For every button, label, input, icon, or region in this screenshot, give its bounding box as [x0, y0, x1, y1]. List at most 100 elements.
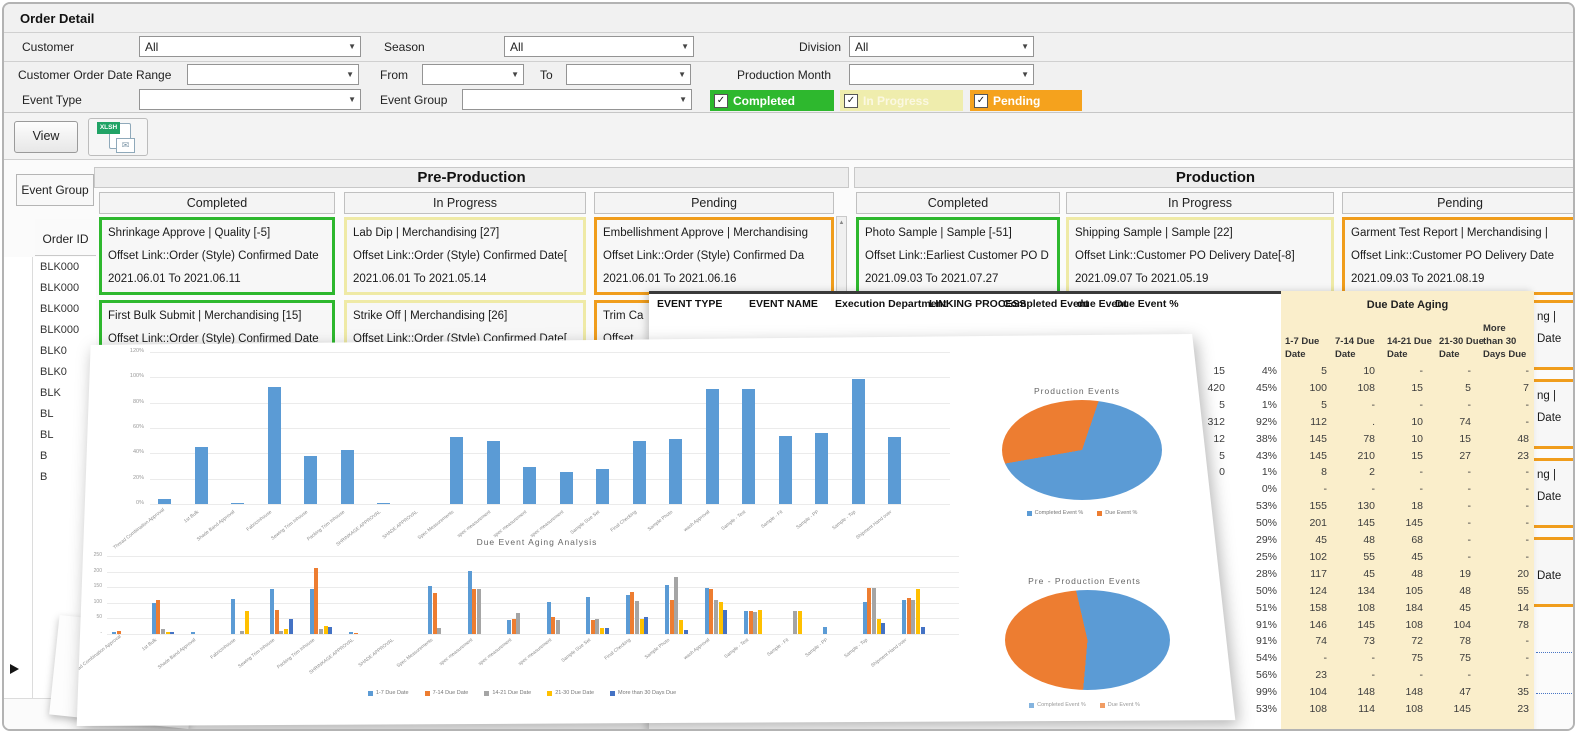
bar [151, 602, 156, 634]
filter-label-8: Event Group [380, 93, 448, 107]
filter-dropdown-7[interactable]: ▼ [139, 89, 361, 110]
aging-cell: 124 [1309, 584, 1327, 597]
legend-label: 1-7 Due Date [375, 690, 409, 696]
filter-dropdown-0[interactable]: All ▼ [139, 36, 361, 57]
bar [596, 468, 609, 504]
checkbox-checked-icon[interactable]: ✓ [714, 93, 728, 108]
event-group-tab[interactable]: Event Group [16, 174, 94, 206]
toolbar-section [4, 113, 1573, 160]
bar [377, 502, 390, 504]
table-column-header: EVENT NAME [749, 298, 818, 310]
aging-cell: - [1525, 534, 1530, 546]
aging-cell: 145 [1309, 449, 1327, 462]
order-row[interactable]: BLK000 [4, 299, 96, 321]
bar [432, 593, 437, 634]
y-axis-tick: 40% [132, 449, 144, 456]
aging-cell: 130 [1357, 500, 1375, 513]
event-card[interactable]: Lab Dip | Merchandising [27] Offset Link:… [344, 217, 586, 295]
due-event-pct-cell: 45% [1255, 381, 1277, 394]
legend-item: Completed Event % [1026, 510, 1083, 516]
aging-cell: 145 [1357, 517, 1375, 530]
order-id-column-header[interactable]: Order ID [35, 219, 96, 256]
filter-dropdown-1[interactable]: All ▼ [504, 36, 694, 57]
bar [450, 436, 463, 504]
chevron-down-icon[interactable]: ▼ [348, 42, 356, 51]
due-event-pct-cell: 0% [1261, 483, 1277, 496]
column-header-pending: Pending [594, 192, 834, 214]
order-row[interactable]: BLK000 [4, 257, 96, 279]
row-handle [4, 593, 33, 614]
bar [314, 568, 319, 634]
chevron-down-icon[interactable]: ▼ [346, 70, 354, 79]
chevron-down-icon[interactable]: ▼ [678, 70, 686, 79]
event-card[interactable]: Garment Test Report | Merchandising | Off… [1342, 217, 1573, 295]
chevron-down-icon[interactable]: ▼ [348, 95, 356, 104]
event-card-fragment: Date [1537, 412, 1562, 424]
due-event-pct-cell: 28% [1255, 567, 1277, 580]
order-row[interactable]: BLK000 [4, 278, 96, 300]
aging-chart-title: Due Event Aging Analysis [476, 537, 598, 547]
event-card-line: Photo Sample | Sample [-51] [865, 227, 1012, 239]
event-card-line: 2021.09.03 To 2021.08.19 [1351, 273, 1485, 285]
aging-cell: - [1525, 500, 1530, 513]
row-indicator-icon[interactable] [10, 664, 19, 674]
chevron-down-icon[interactable]: ▼ [511, 70, 519, 79]
chevron-down-icon[interactable]: ▼ [1021, 70, 1029, 79]
event-card[interactable]: Photo Sample | Sample [-51] Offset Link::… [856, 217, 1060, 295]
aging-cell: - [1467, 365, 1472, 377]
bar [353, 633, 358, 634]
column-header-completed: Completed [99, 192, 335, 214]
y-axis-tick: 200 [93, 567, 102, 574]
bar [669, 600, 674, 634]
view-button[interactable]: View [14, 121, 78, 153]
scroll-up-icon[interactable]: ▲ [838, 220, 845, 226]
bar [304, 455, 317, 504]
aging-cell: . [1372, 415, 1375, 428]
filter-dropdown-6[interactable]: ▼ [849, 64, 1034, 85]
event-card[interactable]: Embellishment Approve | Merchandising Off… [594, 217, 834, 295]
chevron-down-icon[interactable]: ▼ [681, 42, 689, 51]
event-card[interactable]: Shipping Sample | Sample [22] Offset Link… [1066, 217, 1334, 295]
aging-cell: 5 [1465, 381, 1471, 394]
bar [279, 630, 284, 634]
status-toggle-pending[interactable]: ✓ Pending [970, 90, 1082, 111]
event-card-line: Shrinkage Approve | Quality [-5] [108, 227, 271, 239]
gridline [150, 503, 950, 505]
due-event-pct-cell: 1% [1261, 398, 1277, 411]
order-row[interactable]: BLK000 [4, 320, 96, 342]
chevron-down-icon[interactable]: ▼ [679, 95, 687, 104]
export-excel-mail-button[interactable]: XLSH ✉ [88, 118, 148, 156]
event-card[interactable]: Shrinkage Approve | Quality [-5] Offset L… [99, 217, 335, 295]
filter-dropdown-8[interactable]: ▼ [462, 89, 692, 110]
order-id-cell: B [40, 450, 48, 462]
pie1-legend: Completed Event % Due Event % [977, 510, 1187, 516]
filter-dropdown-5[interactable]: ▼ [566, 64, 691, 85]
bar [742, 388, 755, 504]
aging-chart-legend: 1-7 Due Date 7-14 Due Date 14-21 Due Date 2… [192, 690, 852, 696]
filter-dropdown-3[interactable]: ▼ [187, 64, 359, 85]
status-toggle-in-progress[interactable]: ✓ In Progress [840, 90, 963, 111]
row-handle [4, 488, 33, 509]
legend-swatch [610, 690, 616, 696]
filter-dropdown-4[interactable]: ▼ [422, 64, 524, 85]
bar [428, 585, 432, 634]
bar [507, 619, 511, 634]
checkbox-checked-icon[interactable]: ✓ [974, 93, 988, 108]
bar [753, 611, 758, 634]
legend-swatch [1099, 702, 1105, 708]
event-card-line: Offset Link::Order (Style) Confirmed Dat… [108, 250, 319, 262]
bar [815, 433, 828, 504]
due-event-pct-cell: 53% [1255, 703, 1277, 715]
bar [595, 619, 600, 634]
aging-column-header-line: 14-21 Due [1387, 336, 1432, 347]
aging-column-header-line: Days Due [1483, 349, 1527, 360]
bar [778, 435, 792, 504]
filter-dropdown-2[interactable]: All ▼ [849, 36, 1034, 57]
checkbox-checked-icon[interactable]: ✓ [844, 93, 858, 108]
event-card-fragment: Date [1537, 333, 1562, 345]
bar [632, 440, 646, 504]
order-id-cell: BLK000 [40, 303, 80, 315]
chevron-down-icon[interactable]: ▼ [1021, 42, 1029, 51]
status-toggle-completed[interactable]: ✓ Completed [710, 90, 834, 111]
